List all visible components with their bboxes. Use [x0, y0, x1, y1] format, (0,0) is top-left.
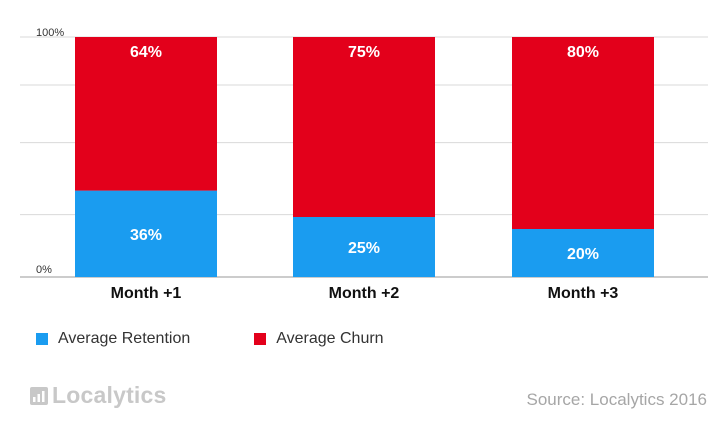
data-labels: 36% 64% 25% 75% 20% 80% — [130, 44, 599, 263]
legend-swatch-retention — [36, 333, 48, 345]
legend: Average Retention Average Churn — [36, 330, 448, 348]
retention-bar-3 — [512, 229, 654, 277]
legend-item-retention: Average Retention — [36, 330, 190, 348]
localytics-logo: Localytics — [30, 382, 167, 409]
y-tick-0: 0% — [36, 264, 52, 276]
churn-label-3: 80% — [567, 44, 599, 61]
legend-swatch-churn — [254, 333, 267, 345]
bars — [75, 37, 654, 277]
category-label-2: Month +2 — [329, 285, 400, 302]
retention-bar-2 — [293, 217, 435, 277]
legend-item-churn: Average Churn — [254, 330, 384, 348]
retention-label-3: 20% — [567, 246, 599, 263]
churn-bar-1 — [75, 37, 217, 191]
category-label-3: Month +3 — [548, 285, 619, 302]
category-labels: Month +1 Month +2 Month +3 — [111, 285, 619, 302]
bar-chart-logo-icon — [30, 386, 48, 405]
legend-label-churn: Average Churn — [276, 330, 384, 347]
churn-label-1: 64% — [130, 44, 162, 61]
legend-label-retention: Average Retention — [58, 330, 191, 347]
chart: 36%64%25%75%20%80% Month +1 Month +2 Month… — [20, 27, 708, 302]
churn-bar-3 — [512, 37, 654, 229]
churn-bar-2 — [293, 37, 435, 217]
logo-text: Localytics — [52, 382, 167, 408]
category-label-1: Month +1 — [111, 285, 182, 302]
y-tick-100: 100% — [36, 27, 64, 39]
retention-label-1: 36% — [130, 227, 162, 244]
retention-label-2: 25% — [348, 240, 380, 257]
source-note: Source: Localytics 2016 — [526, 390, 708, 409]
churn-label-2: 75% — [348, 44, 380, 61]
retention-bar-1 — [75, 190, 217, 277]
